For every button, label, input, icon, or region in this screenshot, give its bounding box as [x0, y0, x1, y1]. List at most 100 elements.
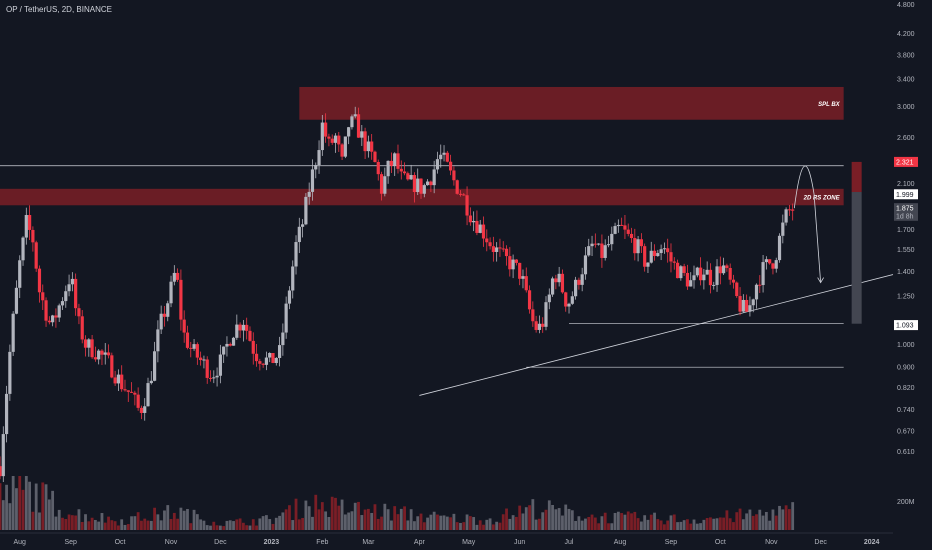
candle-body	[116, 374, 121, 384]
volume-bar	[15, 488, 18, 530]
y-tick-label: 1.400	[897, 269, 915, 276]
volume-bar	[702, 519, 706, 530]
trendline	[419, 274, 894, 396]
volume-bar	[366, 508, 370, 530]
volume-bar	[294, 498, 298, 530]
candle-body	[162, 313, 167, 317]
volume-bar	[34, 483, 38, 530]
volume-bar	[633, 511, 637, 530]
volume-bar	[380, 516, 383, 530]
volume-bar	[764, 511, 768, 530]
volume-bar	[24, 476, 28, 530]
candle-body	[347, 127, 351, 137]
x-tick-label: Mar	[362, 539, 375, 546]
candle-body	[21, 237, 25, 261]
candle-body	[44, 300, 48, 321]
volume-bar	[597, 523, 601, 530]
volume-bar	[574, 520, 577, 530]
volume-bar	[554, 509, 558, 530]
volume-bar	[413, 521, 416, 530]
candle-body	[386, 160, 390, 177]
volume-bar	[117, 525, 120, 530]
candle-body	[745, 299, 749, 312]
volume-bar	[528, 505, 531, 530]
volume-bar	[245, 525, 249, 530]
volume-bar	[334, 497, 337, 530]
candle-body	[514, 259, 518, 263]
volume-bar	[732, 522, 735, 530]
volume-bar	[626, 511, 630, 530]
volume-bar	[228, 520, 232, 530]
candle-body	[199, 357, 203, 361]
volume-bar	[163, 510, 166, 530]
volume-bar	[327, 517, 331, 530]
volume-bar	[531, 499, 535, 530]
candle-body	[87, 339, 91, 348]
candle-body	[14, 287, 19, 314]
volume-bar	[0, 483, 2, 530]
candle-body	[768, 259, 772, 264]
candle-body	[495, 247, 499, 252]
volume-bar	[123, 524, 127, 530]
candle-body	[149, 380, 153, 384]
candle-body	[564, 292, 568, 307]
volume-bar	[482, 524, 485, 530]
volume-bar	[409, 509, 413, 530]
volume-bar	[54, 516, 58, 530]
volume-bar	[439, 515, 443, 530]
candle-body	[590, 243, 594, 247]
volume-bar	[511, 515, 515, 530]
candle-body	[389, 160, 394, 166]
candle-body	[445, 152, 449, 162]
candle-body	[245, 324, 249, 331]
volume-bar	[541, 512, 545, 530]
x-tick-label: Apr	[414, 539, 426, 546]
zone-box	[299, 86, 844, 120]
volume-bar	[663, 524, 666, 530]
candle-body	[225, 343, 229, 347]
volume-bar	[156, 514, 160, 530]
volume-bar	[169, 519, 173, 530]
candle-body	[271, 353, 275, 364]
volume-bar	[120, 519, 124, 530]
x-tick-label: May	[462, 539, 476, 546]
volume-bar	[159, 520, 163, 530]
candle-body	[781, 222, 785, 236]
volume-bar	[485, 519, 489, 530]
candle-body	[649, 250, 653, 263]
candle-body	[169, 281, 173, 304]
volume-bar	[689, 523, 693, 530]
candle-body	[675, 262, 680, 279]
candle-body	[623, 225, 627, 230]
volume-bar	[455, 522, 459, 530]
candle-body	[235, 324, 239, 338]
candle-body	[343, 136, 347, 157]
candle-body	[301, 224, 305, 227]
candle-body	[465, 195, 469, 216]
y-tick-label: 3.400	[897, 77, 915, 84]
candle-body	[458, 193, 463, 195]
candle-body	[383, 176, 387, 194]
candle-body	[287, 290, 292, 304]
candle-body	[376, 161, 380, 175]
candle-body	[682, 266, 686, 273]
volume-bar	[607, 523, 610, 530]
candle-body	[41, 292, 45, 301]
candle-body	[511, 259, 515, 270]
volume-bar	[314, 494, 318, 530]
candle-body	[179, 279, 183, 320]
volume-bar	[669, 515, 673, 530]
volume-bar	[514, 516, 518, 530]
volume-bar	[57, 509, 61, 530]
candle-body	[524, 276, 528, 291]
candle-body	[77, 308, 81, 317]
zone-box	[0, 188, 844, 206]
volume-bar	[347, 512, 351, 530]
volume-bar	[682, 520, 686, 530]
candle-body	[656, 253, 660, 257]
candle-body	[787, 209, 791, 211]
candle-body	[291, 266, 295, 291]
candle-body	[172, 272, 176, 282]
